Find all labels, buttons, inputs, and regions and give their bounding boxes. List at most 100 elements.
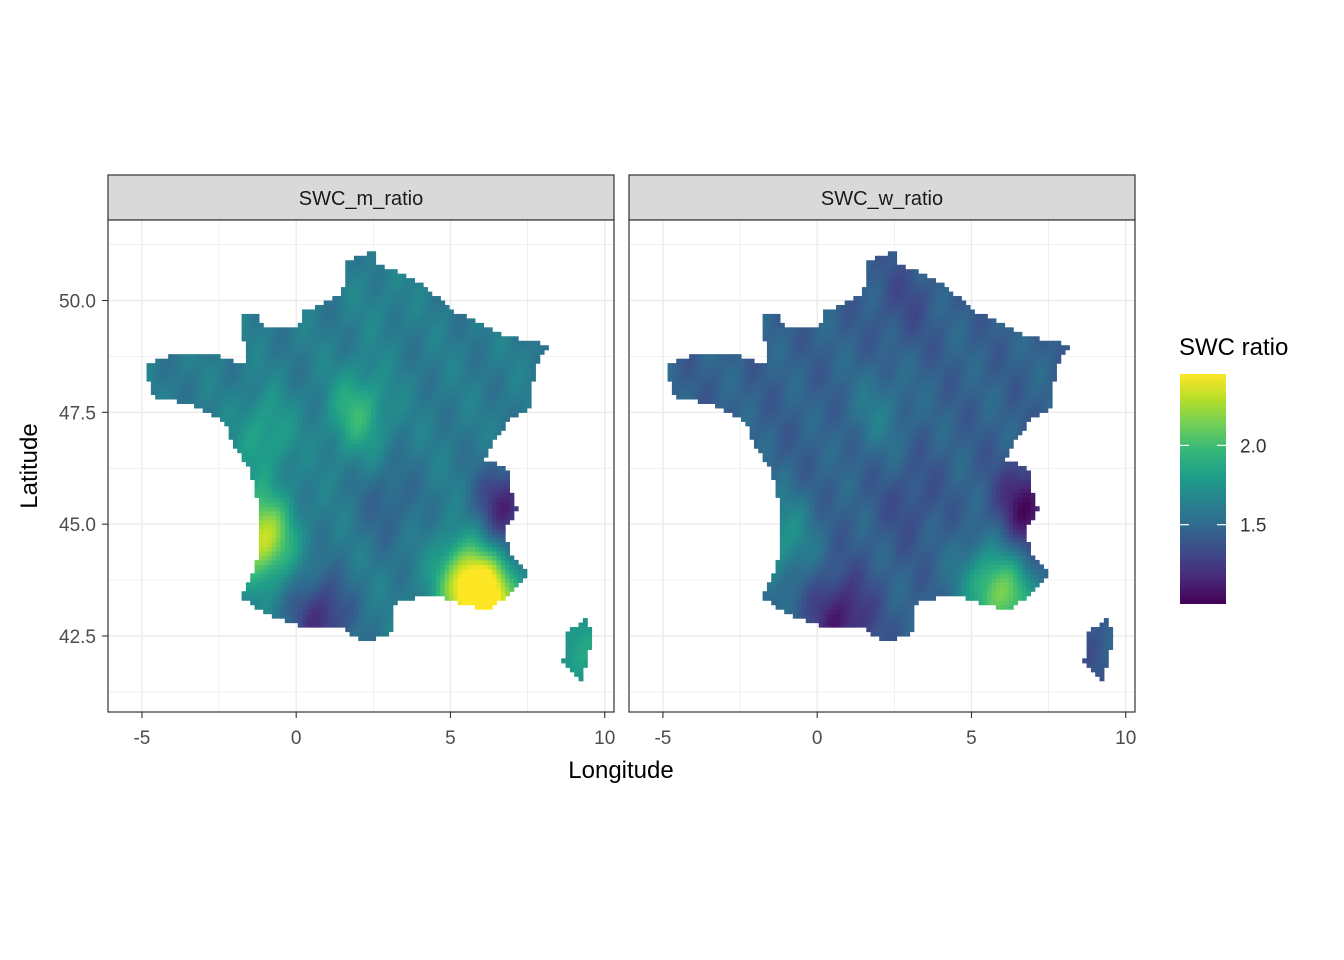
raster-cell xyxy=(384,434,390,440)
raster-cell xyxy=(509,372,515,378)
raster-cell xyxy=(509,363,515,369)
raster-cell xyxy=(211,403,217,409)
raster-cell xyxy=(492,474,498,481)
raster-cell xyxy=(315,537,320,543)
raster-cell xyxy=(487,492,493,498)
raster-cell xyxy=(414,345,420,351)
raster-cell xyxy=(388,439,394,445)
raster-cell xyxy=(887,631,893,637)
raster-cell xyxy=(392,448,398,454)
raster-cell xyxy=(453,555,459,561)
raster-cell xyxy=(215,403,221,409)
raster-cell xyxy=(375,591,381,597)
raster-cell xyxy=(500,403,506,409)
raster-cell xyxy=(319,322,325,328)
raster-cell xyxy=(323,363,329,369)
raster-cell xyxy=(280,564,286,570)
raster-cell xyxy=(349,381,355,387)
raster-cell xyxy=(431,582,437,588)
raster-cell xyxy=(297,510,303,516)
raster-cell xyxy=(224,398,230,404)
raster-cell xyxy=(479,327,485,333)
raster-cell xyxy=(220,363,225,369)
raster-cell xyxy=(500,550,506,557)
raster-cell xyxy=(375,367,381,373)
raster-cell xyxy=(362,573,368,579)
raster-cell xyxy=(900,609,906,615)
raster-cell xyxy=(340,443,346,449)
raster-cell xyxy=(271,555,277,561)
raster-cell xyxy=(500,389,506,396)
raster-cell xyxy=(522,367,528,373)
raster-cell xyxy=(401,533,407,539)
raster-cell xyxy=(323,358,329,364)
raster-cell xyxy=(362,269,368,275)
raster-cell xyxy=(327,595,333,601)
raster-cell xyxy=(397,434,403,440)
raster-cell xyxy=(453,412,459,418)
raster-cell xyxy=(435,416,441,422)
raster-cell xyxy=(900,604,906,610)
raster-cell xyxy=(332,407,338,413)
raster-cell xyxy=(474,577,480,583)
raster-cell xyxy=(492,591,498,597)
raster-cell xyxy=(405,448,411,454)
raster-cell xyxy=(539,349,545,355)
raster-cell xyxy=(375,542,381,548)
raster-cell xyxy=(496,430,502,436)
raster-cell xyxy=(237,403,243,409)
raster-cell xyxy=(784,604,790,610)
raster-cell xyxy=(466,466,472,472)
raster-cell xyxy=(388,367,394,373)
raster-cell xyxy=(453,403,459,409)
raster-cell xyxy=(379,448,385,454)
raster-cell xyxy=(289,461,295,467)
raster-cell xyxy=(345,381,351,387)
raster-cell xyxy=(366,533,372,539)
raster-cell xyxy=(315,425,320,431)
raster-cell xyxy=(271,416,277,422)
raster-cell xyxy=(289,372,295,378)
raster-cell xyxy=(280,363,286,369)
raster-cell xyxy=(435,506,441,512)
raster-cell xyxy=(461,582,467,588)
raster-cell xyxy=(435,559,441,565)
raster-cell xyxy=(302,389,307,396)
raster-cell xyxy=(500,559,506,565)
raster-cell xyxy=(258,595,264,601)
raster-cell xyxy=(375,600,381,606)
raster-cell xyxy=(345,264,351,270)
raster-cell xyxy=(414,546,420,552)
raster-cell xyxy=(844,618,850,624)
raster-cell xyxy=(384,533,390,539)
raster-cell xyxy=(440,577,446,583)
raster-cell xyxy=(332,389,338,396)
raster-cell xyxy=(280,546,286,552)
raster-cell xyxy=(336,309,342,315)
raster-cell xyxy=(163,394,169,400)
raster-cell xyxy=(470,542,476,548)
raster-cell xyxy=(435,466,441,472)
raster-cell xyxy=(427,443,433,449)
raster-cell xyxy=(405,537,411,543)
raster-cell xyxy=(1090,631,1096,637)
raster-cell xyxy=(474,372,480,378)
raster-cell xyxy=(362,533,368,539)
facet-panel-swc-w-ratio: SWC_w_ratio -5 0 5 10 xyxy=(628,174,1136,749)
raster-cell xyxy=(332,327,338,333)
raster-cell xyxy=(423,448,428,454)
raster-cell xyxy=(319,448,325,454)
raster-cell xyxy=(271,327,277,333)
raster-cell xyxy=(492,582,498,588)
raster-cell xyxy=(362,479,368,485)
raster-cell xyxy=(435,492,441,498)
raster-cell xyxy=(401,443,407,449)
raster-cell xyxy=(448,309,454,315)
raster-cell xyxy=(297,376,303,382)
raster-cell xyxy=(284,506,290,512)
raster-cell xyxy=(453,354,459,360)
raster-cell xyxy=(1090,667,1096,673)
raster-cell xyxy=(414,524,420,530)
raster-cell xyxy=(224,412,230,418)
raster-cell xyxy=(284,389,290,396)
